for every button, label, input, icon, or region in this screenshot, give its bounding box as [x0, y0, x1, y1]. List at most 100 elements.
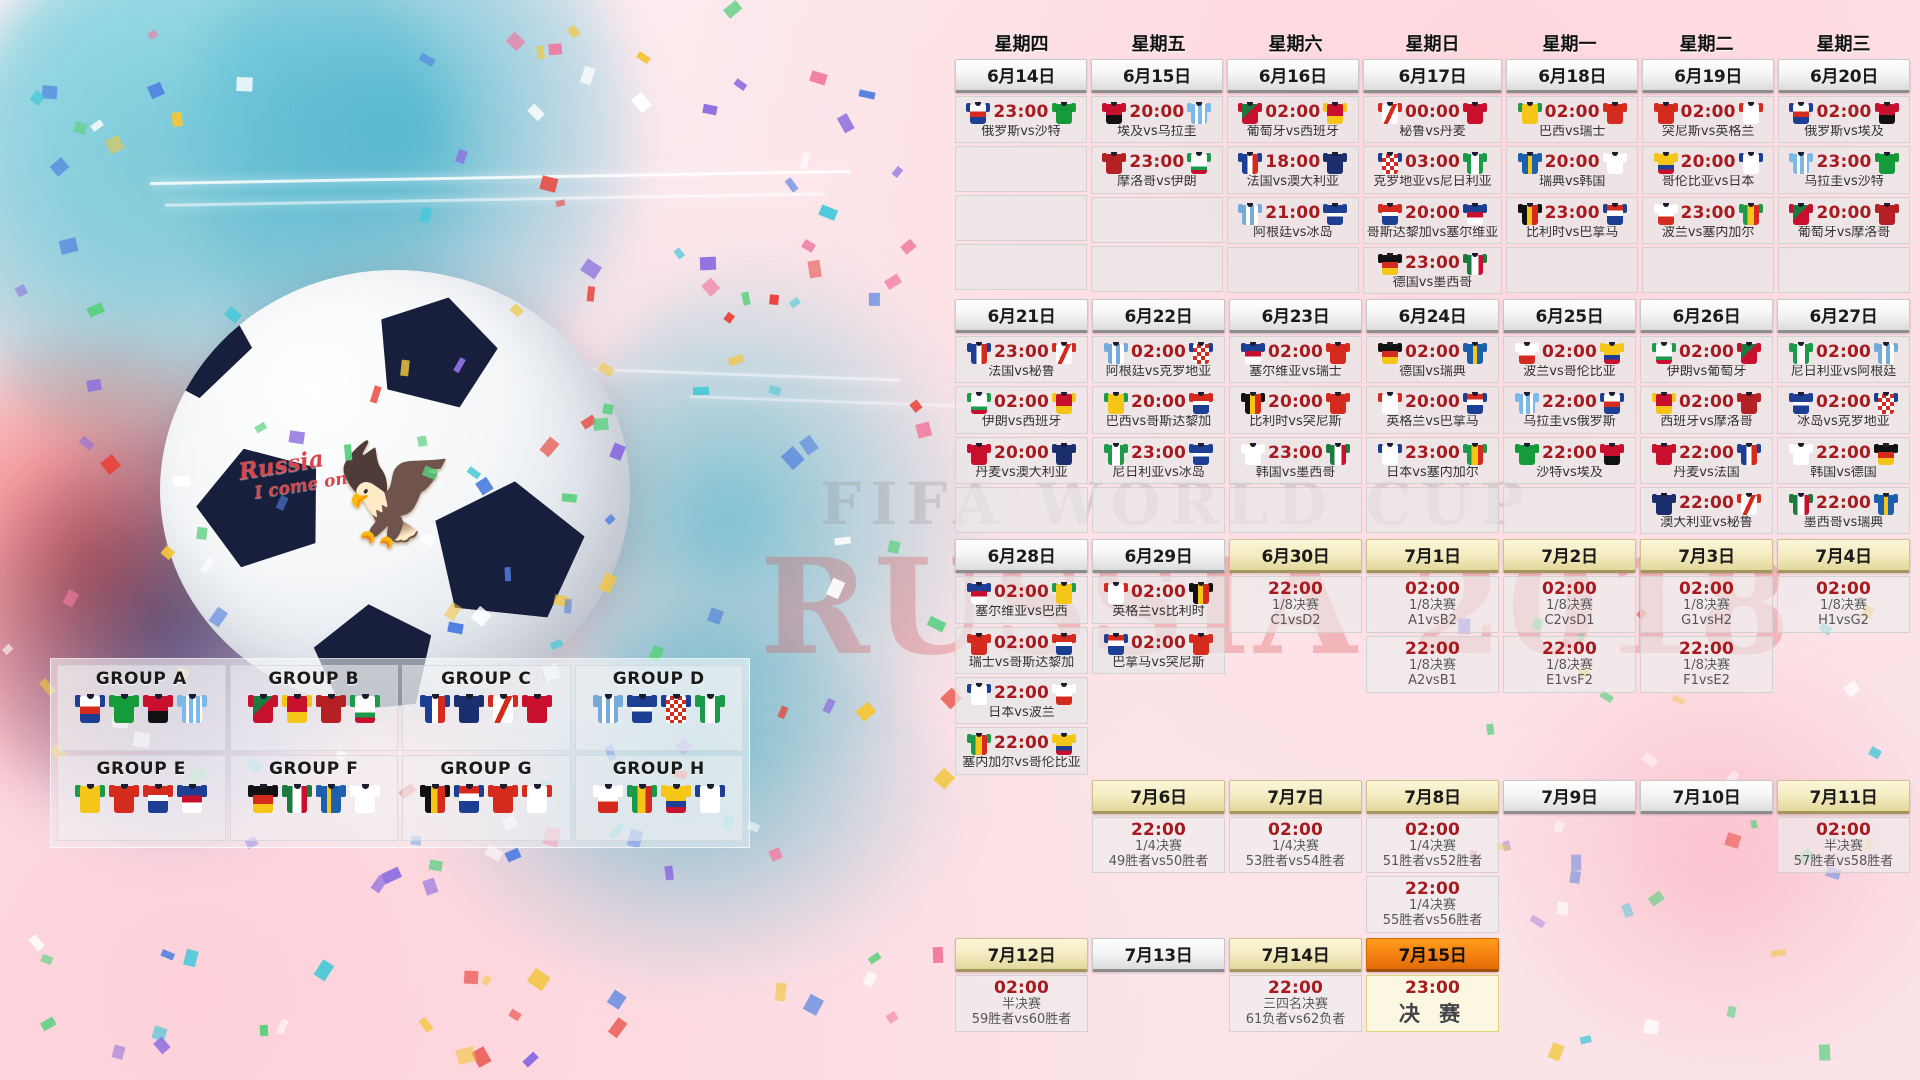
match-card[interactable]: 23:00 尼日利亚vs冰岛 [1092, 436, 1225, 485]
match-card[interactable]: 02:00 瑞士vs哥斯达黎加 [955, 626, 1088, 674]
match-card[interactable]: 23:00 法国vs秘鲁 [955, 336, 1088, 384]
match-card[interactable]: 23:00 决 赛 [1366, 975, 1499, 1033]
date-header[interactable]: 7月15日 [1366, 938, 1499, 973]
date-header[interactable]: 6月26日 [1640, 299, 1773, 334]
match-card[interactable]: 20:00 瑞典vs韩国 [1506, 146, 1639, 194]
match-card[interactable]: 02:00 冰岛vs克罗地亚 [1777, 386, 1910, 434]
match-card[interactable]: 20:00 丹麦vs澳大利亚 [955, 436, 1088, 485]
date-header[interactable]: 6月14日 [955, 59, 1087, 93]
match-card[interactable]: 02:00 伊朗vs葡萄牙 [1640, 336, 1773, 384]
match-card[interactable]: 00:00 秘鲁vs丹麦 [1362, 96, 1503, 144]
date-header[interactable]: 7月1日 [1366, 539, 1499, 574]
date-header[interactable]: 6月16日 [1226, 59, 1359, 93]
date-header[interactable]: 7月9日 [1503, 779, 1636, 814]
match-card[interactable]: 20:00 比利时vs突尼斯 [1229, 386, 1362, 434]
date-header[interactable]: 7月6日 [1092, 779, 1225, 814]
match-card[interactable]: 23:00 德国vs墨西哥 [1362, 246, 1503, 295]
match-card[interactable]: 02:00 1/4决赛 53胜者vs54胜者 [1229, 816, 1362, 874]
match-card[interactable]: 23:00 俄罗斯vs沙特 [955, 96, 1087, 144]
match-card[interactable]: 02:00 塞尔维亚vs巴西 [955, 576, 1088, 624]
match-card[interactable]: 02:00 塞尔维亚vs瑞士 [1229, 336, 1362, 384]
match-card[interactable]: 03:00 克罗地亚vs尼日利亚 [1362, 146, 1503, 194]
date-header[interactable]: 6月15日 [1090, 59, 1223, 93]
match-card[interactable]: 02:00 1/4决赛 51胜者vs52胜者 [1366, 816, 1499, 874]
match-card[interactable]: 02:00 尼日利亚vs阿根廷 [1777, 336, 1910, 384]
match-card[interactable]: 02:00 阿根廷vs克罗地亚 [1092, 336, 1225, 384]
date-header[interactable]: 7月3日 [1640, 539, 1773, 574]
match-card[interactable]: 22:00 1/4决赛 49胜者vs50胜者 [1092, 816, 1225, 874]
match-card[interactable]: 02:00 波兰vs哥伦比亚 [1503, 336, 1636, 384]
group-box-f[interactable]: GROUP F [229, 755, 398, 841]
date-header[interactable]: 6月28日 [955, 539, 1088, 574]
match-card[interactable]: 23:00 比利时vs巴拿马 [1506, 196, 1639, 244]
group-box-g[interactable]: GROUP G [402, 755, 571, 841]
match-card[interactable]: 22:00 韩国vs德国 [1777, 436, 1910, 485]
match-card[interactable]: 02:00 半决赛 57胜者vs58胜者 [1777, 816, 1910, 874]
match-card[interactable]: 22:00 1/8决赛 A2vsB1 [1366, 636, 1499, 694]
match-card[interactable]: 02:00 巴西vs瑞士 [1506, 96, 1639, 144]
date-header[interactable]: 6月18日 [1506, 59, 1639, 93]
match-card[interactable]: 23:00 韩国vs墨西哥 [1229, 436, 1362, 485]
match-card[interactable]: 18:00 法国vs澳大利亚 [1226, 146, 1359, 194]
match-card[interactable]: 20:00 哥斯达黎加vs塞尔维亚 [1362, 196, 1503, 244]
match-card[interactable]: 02:00 伊朗vs西班牙 [955, 386, 1088, 434]
match-card[interactable]: 22:00 1/8决赛 C1vsD2 [1229, 576, 1362, 634]
date-header[interactable]: 7月11日 [1777, 779, 1910, 814]
match-card[interactable]: 22:00 澳大利亚vs秘鲁 [1640, 487, 1773, 535]
match-card[interactable]: 22:00 沙特vs埃及 [1503, 436, 1636, 485]
match-card[interactable]: 22:00 塞内加尔vs哥伦比亚 [955, 727, 1088, 775]
date-header[interactable]: 7月7日 [1229, 779, 1362, 814]
date-header[interactable]: 6月22日 [1092, 299, 1225, 334]
match-card[interactable]: 02:00 1/8决赛 A1vsB2 [1366, 576, 1499, 634]
match-card[interactable]: 20:00 埃及vs乌拉圭 [1090, 96, 1223, 144]
date-header[interactable]: 6月30日 [1229, 539, 1362, 574]
date-header[interactable]: 6月19日 [1642, 59, 1775, 93]
match-card[interactable]: 20:00 巴西vs哥斯达黎加 [1092, 386, 1225, 434]
match-card[interactable]: 21:00 阿根廷vs冰岛 [1226, 196, 1359, 244]
match-card[interactable]: 02:00 1/8决赛 H1vsG2 [1777, 576, 1910, 634]
match-card[interactable]: 23:00 乌拉圭vs沙特 [1778, 146, 1910, 194]
date-header[interactable]: 7月4日 [1777, 539, 1910, 574]
date-header[interactable]: 7月13日 [1092, 938, 1225, 973]
match-card[interactable]: 22:00 1/8决赛 F1vsE2 [1640, 636, 1773, 694]
match-card[interactable]: 02:00 俄罗斯vs埃及 [1778, 96, 1910, 144]
match-card[interactable]: 22:00 1/8决赛 E1vsF2 [1503, 636, 1636, 694]
group-box-d[interactable]: GROUP D [574, 665, 743, 751]
match-card[interactable]: 02:00 西班牙vs摩洛哥 [1640, 386, 1773, 434]
match-card[interactable]: 22:00 三四名决赛 61负者vs62负者 [1229, 975, 1362, 1033]
date-header[interactable]: 6月17日 [1362, 59, 1503, 93]
match-card[interactable]: 02:00 1/8决赛 G1vsH2 [1640, 576, 1773, 634]
match-card[interactable]: 22:00 乌拉圭vs俄罗斯 [1503, 386, 1636, 434]
date-header[interactable]: 6月25日 [1503, 299, 1636, 334]
match-card[interactable]: 20:00 哥伦比亚vs日本 [1642, 146, 1775, 194]
match-card[interactable]: 02:00 葡萄牙vs西班牙 [1226, 96, 1359, 144]
date-header[interactable]: 6月27日 [1777, 299, 1910, 334]
match-card[interactable]: 02:00 巴拿马vs突尼斯 [1092, 626, 1225, 674]
date-header[interactable]: 6月21日 [955, 299, 1088, 334]
date-header[interactable]: 6月24日 [1366, 299, 1499, 334]
match-card[interactable]: 23:00 日本vs塞内加尔 [1366, 436, 1499, 485]
date-header[interactable]: 7月14日 [1229, 938, 1362, 973]
match-card[interactable]: 02:00 半决赛 59胜者vs60胜者 [955, 975, 1088, 1033]
date-header[interactable]: 7月10日 [1640, 779, 1773, 814]
group-box-b[interactable]: GROUP B [229, 665, 398, 751]
match-card[interactable]: 22:00 日本vs波兰 [955, 676, 1088, 725]
match-card[interactable]: 02:00 英格兰vs比利时 [1092, 576, 1225, 624]
match-card[interactable]: 23:00 摩洛哥vs伊朗 [1090, 146, 1223, 194]
group-box-a[interactable]: GROUP A [57, 665, 226, 751]
match-card[interactable]: 02:00 德国vs瑞典 [1366, 336, 1499, 384]
date-header[interactable]: 7月2日 [1503, 539, 1636, 574]
match-card[interactable]: 22:00 1/4决赛 55胜者vs56胜者 [1366, 876, 1499, 934]
date-header[interactable]: 6月20日 [1778, 59, 1910, 93]
group-box-c[interactable]: GROUP C [402, 665, 571, 751]
match-card[interactable]: 22:00 墨西哥vs瑞典 [1777, 487, 1910, 535]
match-card[interactable]: 02:00 1/8决赛 C2vsD1 [1503, 576, 1636, 634]
match-card[interactable]: 23:00 波兰vs塞内加尔 [1642, 196, 1775, 244]
group-box-h[interactable]: GROUP H [574, 755, 743, 841]
date-header[interactable]: 6月29日 [1092, 539, 1225, 574]
match-card[interactable]: 20:00 葡萄牙vs摩洛哥 [1778, 196, 1910, 244]
match-card[interactable]: 22:00 丹麦vs法国 [1640, 436, 1773, 485]
date-header[interactable]: 6月23日 [1229, 299, 1362, 334]
match-card[interactable]: 02:00 突尼斯vs英格兰 [1642, 96, 1775, 144]
match-card[interactable]: 20:00 英格兰vs巴拿马 [1366, 386, 1499, 434]
